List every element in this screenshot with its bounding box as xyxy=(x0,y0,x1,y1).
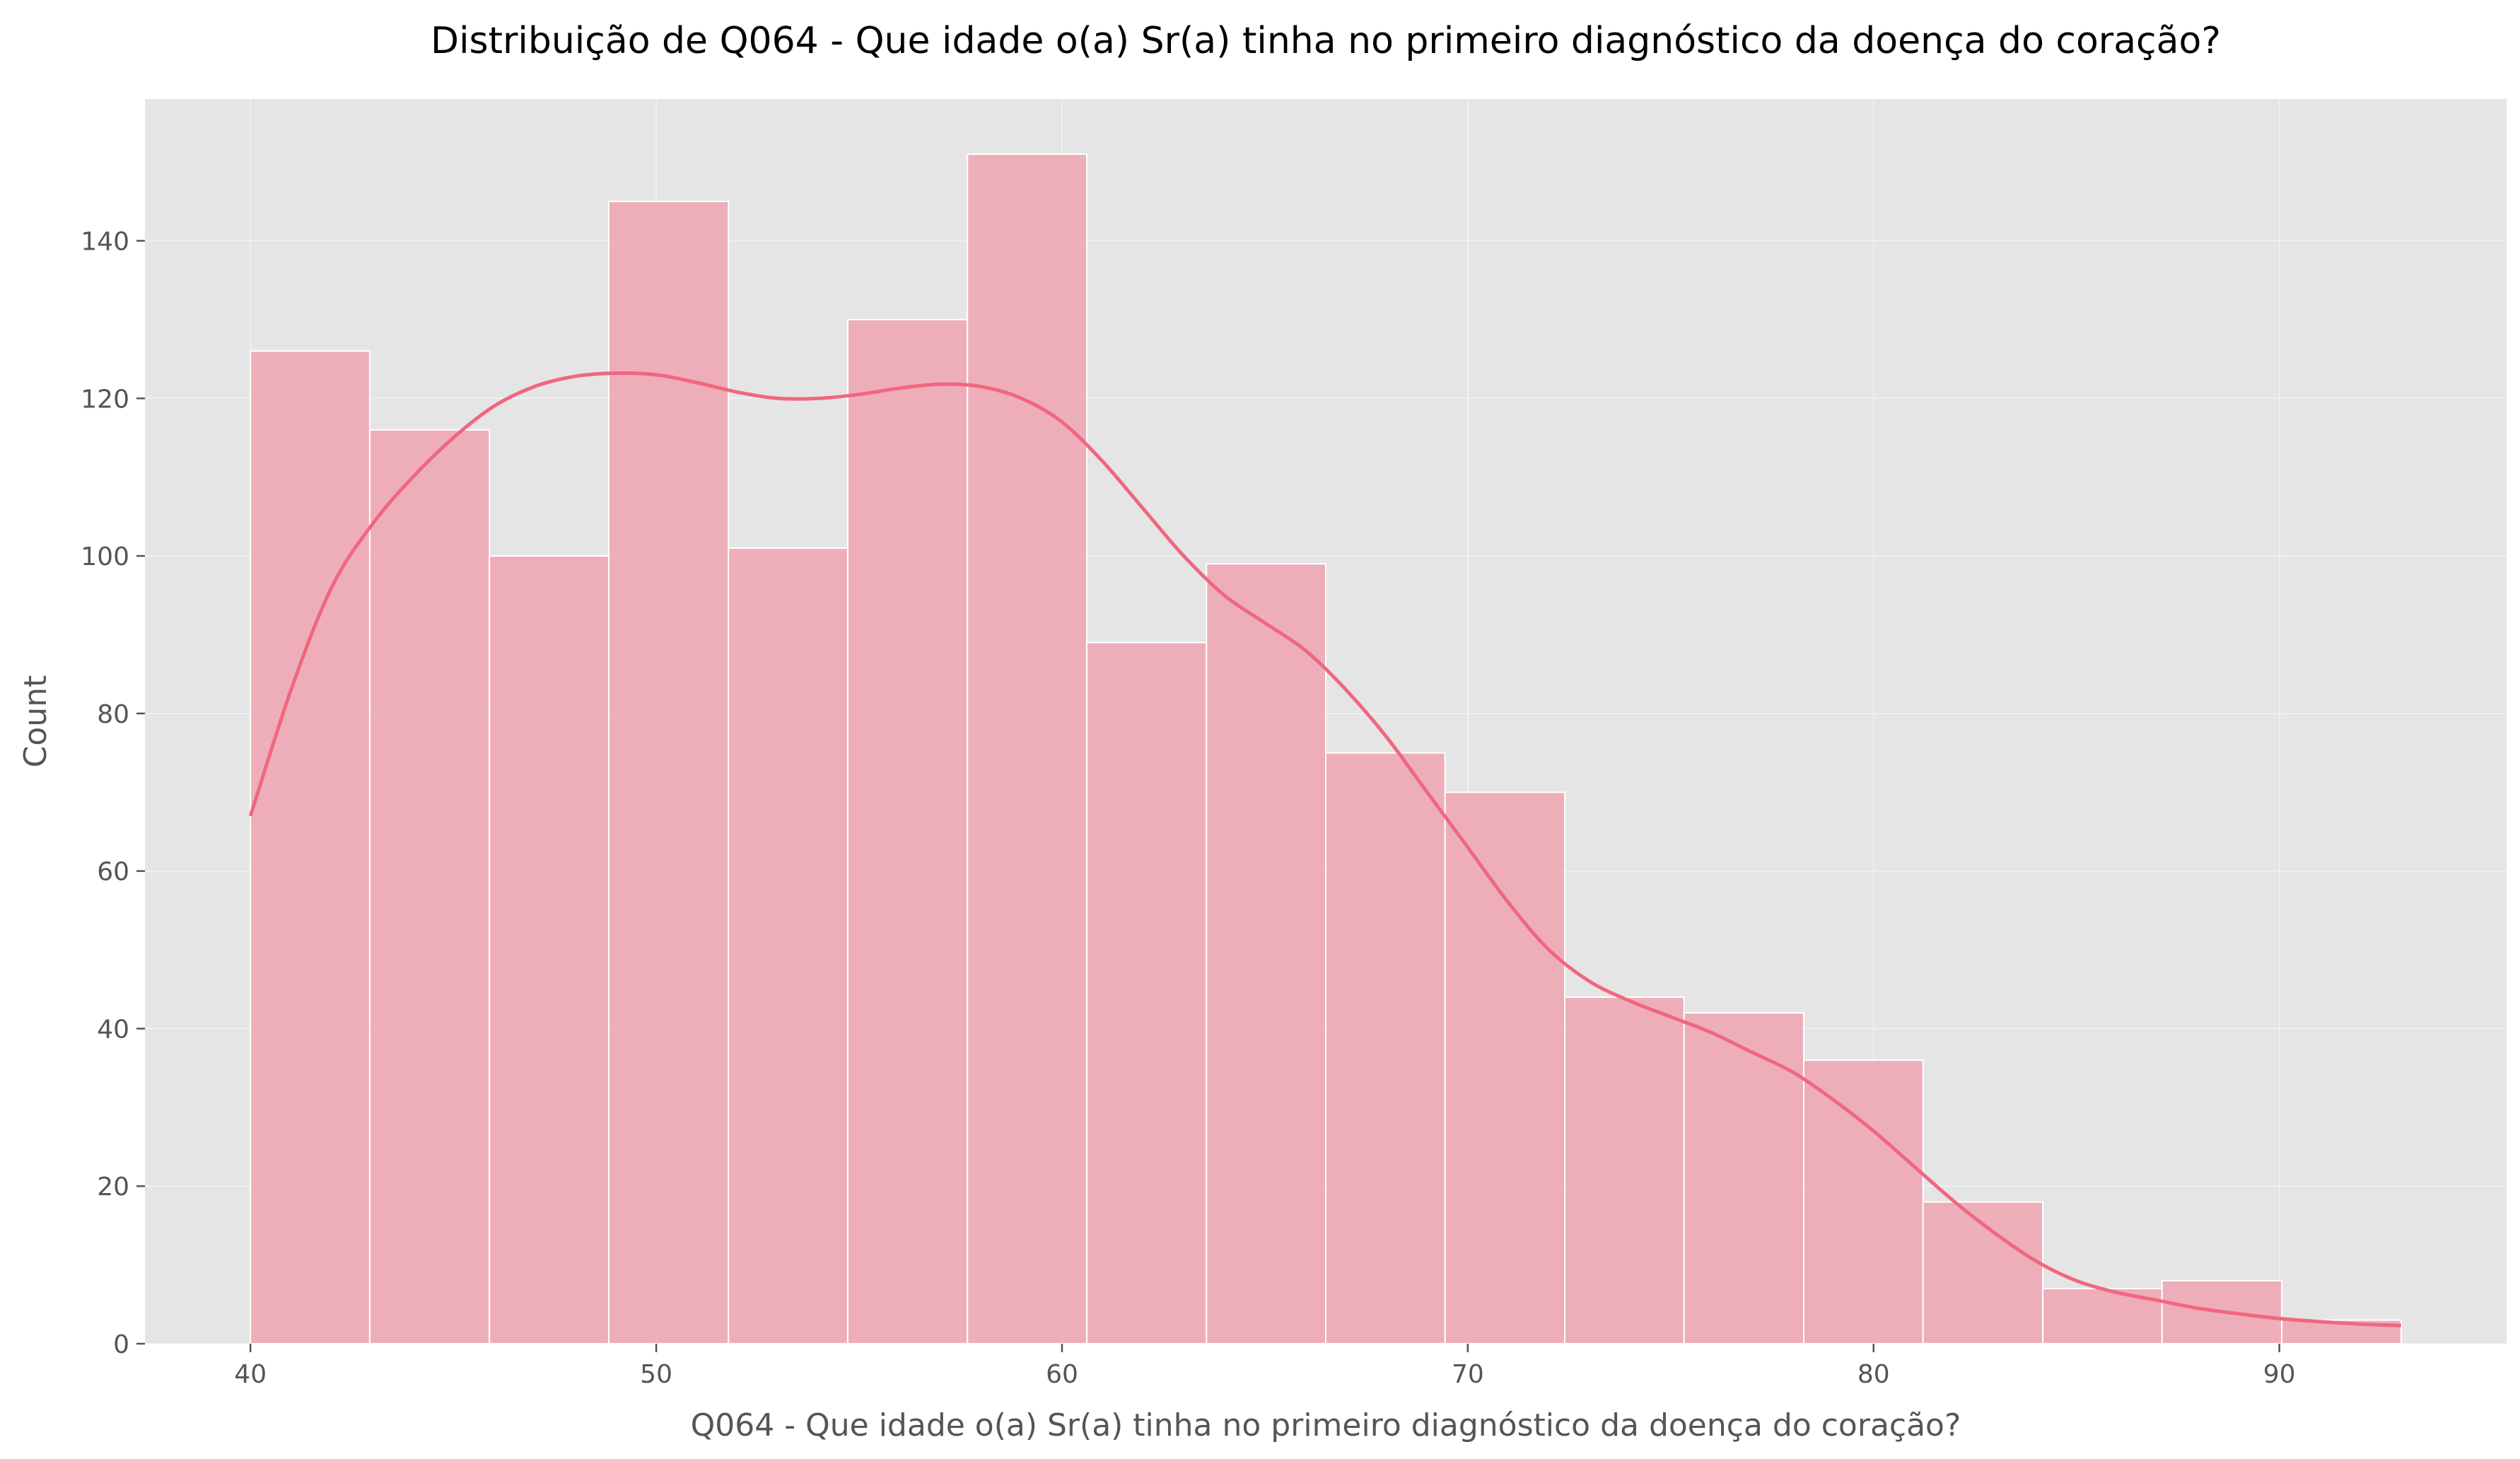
x-tick-label: 50 xyxy=(640,1360,672,1389)
kde-curve xyxy=(248,371,2401,1327)
histogram-bars xyxy=(250,153,2402,1345)
y-tick-label: 80 xyxy=(97,700,129,729)
histogram-bar xyxy=(1206,563,1326,1344)
y-tick-label: 0 xyxy=(113,1330,129,1359)
histogram-bar xyxy=(1085,641,1208,1344)
histogram-bar xyxy=(728,547,848,1344)
x-tick-label: 90 xyxy=(2263,1360,2296,1389)
histogram-bar xyxy=(1803,1059,1924,1344)
x-tick-label: 40 xyxy=(234,1360,267,1389)
y-tick-label: 120 xyxy=(81,385,129,414)
histogram-bar xyxy=(967,153,1087,1344)
y-tick-label: 20 xyxy=(97,1173,129,1202)
y-tick-label: 40 xyxy=(97,1015,129,1044)
x-tick-label: 70 xyxy=(1452,1360,1484,1389)
x-tick-label: 60 xyxy=(1046,1360,1078,1389)
histogram-bar xyxy=(1444,791,1566,1344)
x-axis-label: Q064 - Que idade o(a) Sr(a) tinha no pri… xyxy=(691,1407,1961,1443)
histogram-bar xyxy=(489,555,609,1344)
axis-ticks: 0 20 40 60 80 100 120 140 40 50 60 70 80 90 xyxy=(81,228,2295,1389)
histogram-bar xyxy=(1683,1012,1805,1344)
y-tick-label: 140 xyxy=(81,228,129,257)
y-tick-label: 60 xyxy=(97,858,129,887)
x-tick-label: 80 xyxy=(1857,1360,1890,1389)
chart-title: Distribuição de Q064 - Que idade o(a) Sr… xyxy=(431,20,2221,62)
histogram-bar xyxy=(250,350,371,1344)
y-tick-label: 100 xyxy=(81,542,129,571)
histogram-bar xyxy=(607,200,730,1344)
y-axis-label: Count xyxy=(18,675,54,768)
histogram-bar xyxy=(368,429,491,1344)
histogram-bar xyxy=(1564,996,1685,1344)
histogram-bar xyxy=(846,318,969,1345)
histogram-bar xyxy=(1325,752,1446,1345)
